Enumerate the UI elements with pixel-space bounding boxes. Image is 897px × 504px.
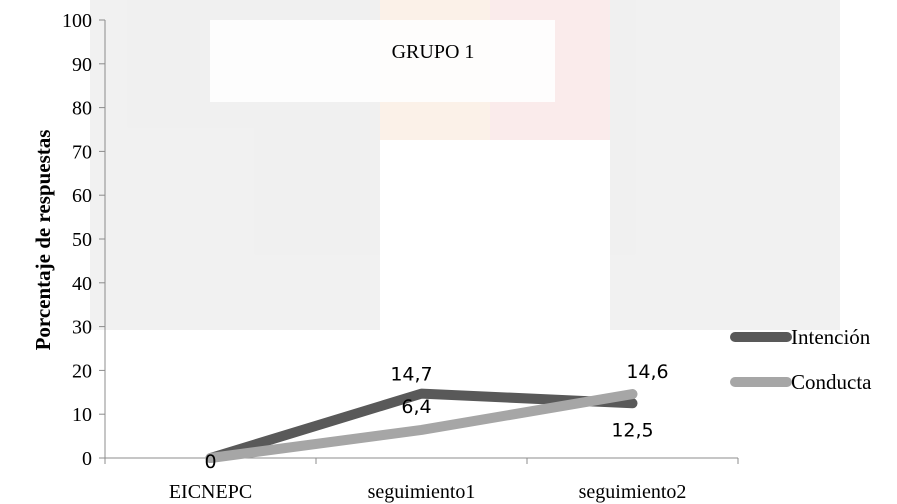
x-tick-label: EICNEPC bbox=[169, 481, 252, 503]
y-tick-label: 90 bbox=[72, 54, 92, 76]
series-line-1 bbox=[205, 389, 638, 463]
y-tick-label: 100 bbox=[62, 10, 92, 32]
data-label: 14,7 bbox=[390, 364, 432, 386]
chart-title: GRUPO 1 bbox=[392, 41, 475, 63]
x-axis-ticks: EICNEPC seguimiento1 seguimiento2 bbox=[104, 458, 739, 503]
legend-label: Intención bbox=[791, 325, 871, 349]
data-labels: 0 14,7 12,5 6,4 14,6 bbox=[204, 361, 668, 473]
x-tick-label: seguimiento1 bbox=[368, 481, 476, 503]
y-tick-label: 50 bbox=[72, 229, 92, 251]
x-tick-label: seguimiento2 bbox=[579, 481, 687, 503]
data-label: 12,5 bbox=[611, 419, 653, 441]
data-label: 6,4 bbox=[401, 396, 431, 418]
legend: Intención Conducta bbox=[730, 325, 872, 394]
legend-label: Conducta bbox=[791, 370, 872, 394]
y-tick-label: 20 bbox=[72, 360, 92, 382]
watermark bbox=[90, 0, 840, 330]
y-tick-label: 70 bbox=[72, 141, 92, 163]
y-tick-label: 30 bbox=[72, 317, 92, 339]
y-tick-label: 80 bbox=[72, 98, 92, 120]
data-label: 14,6 bbox=[626, 361, 668, 383]
y-tick-label: 10 bbox=[72, 404, 92, 426]
data-label: 0 bbox=[204, 451, 216, 473]
series-lines bbox=[205, 388, 638, 463]
series-line-0 bbox=[205, 388, 638, 463]
y-axis-ticks: 0 10 20 30 40 50 60 70 80 90 100 bbox=[62, 10, 105, 470]
y-tick-label: 40 bbox=[72, 273, 92, 295]
y-tick-label: 0 bbox=[82, 448, 92, 470]
y-tick-label: 60 bbox=[72, 185, 92, 207]
y-axis-label: Porcentaje de respuestas bbox=[31, 130, 55, 351]
